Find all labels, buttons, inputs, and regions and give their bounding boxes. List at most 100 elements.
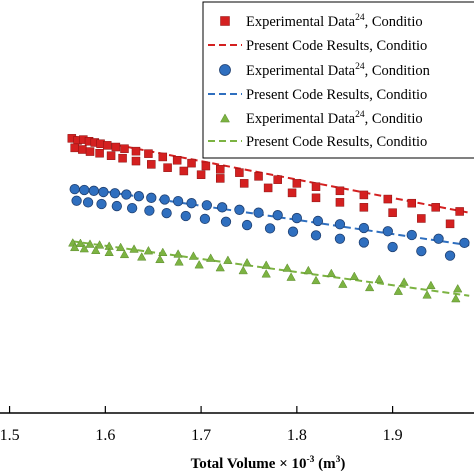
data-point <box>335 186 345 196</box>
data-point <box>69 184 80 195</box>
data-point <box>146 192 157 203</box>
data-point <box>407 198 417 208</box>
data-point <box>238 265 248 275</box>
legend-marker <box>220 113 230 123</box>
legend-entry-text: Experimental Data24, Condition <box>246 62 431 79</box>
data-point <box>310 230 322 241</box>
data-point <box>358 222 370 234</box>
data-point <box>459 237 470 248</box>
plot-area <box>67 134 470 303</box>
data-point <box>326 268 336 278</box>
data-point <box>120 144 129 153</box>
data-point <box>253 207 264 218</box>
data-point <box>201 161 211 171</box>
x-axis-title: Total Volume × 10-3 (m3) <box>191 455 346 472</box>
data-point <box>179 166 189 176</box>
data-point <box>188 251 199 260</box>
data-point <box>71 195 82 206</box>
data-point <box>311 275 321 285</box>
data-point <box>70 242 80 252</box>
data-point <box>383 194 393 204</box>
data-point <box>118 153 127 163</box>
data-point <box>334 233 346 244</box>
data-point <box>303 265 314 275</box>
data-point <box>78 145 87 154</box>
data-point <box>205 253 216 262</box>
data-point <box>453 283 463 293</box>
x-tick-label: 1.7 <box>191 427 211 444</box>
data-point <box>111 200 122 212</box>
data-point <box>158 152 168 162</box>
data-point <box>109 188 121 199</box>
data-point <box>133 191 144 202</box>
data-point <box>79 184 90 196</box>
data-point <box>364 282 375 292</box>
data-point <box>426 280 436 290</box>
data-point <box>261 269 271 278</box>
data-point <box>287 226 299 237</box>
data-point <box>312 215 324 227</box>
data-point <box>201 200 212 211</box>
data-point <box>445 219 455 229</box>
data-point <box>417 214 426 223</box>
data-point <box>186 198 197 209</box>
data-point <box>70 143 79 153</box>
data-point <box>264 223 276 234</box>
data-point <box>85 147 95 156</box>
data-point <box>144 205 155 216</box>
data-point <box>334 219 346 230</box>
data-point <box>121 189 132 200</box>
x-tick-label: 1.8 <box>287 427 307 444</box>
data-point <box>98 186 109 198</box>
data-point <box>187 158 196 168</box>
data-point <box>106 151 116 160</box>
legend-marker <box>219 64 231 76</box>
x-axis-ticks: 1.5 1.6 1.7 1.8 1.9 <box>0 406 403 444</box>
data-point <box>406 229 417 241</box>
data-point <box>126 203 138 214</box>
data-point <box>292 179 302 188</box>
data-point <box>82 197 94 208</box>
data-point <box>199 213 211 225</box>
data-point <box>239 179 249 188</box>
data-point <box>286 272 296 281</box>
data-point <box>174 257 184 266</box>
data-point <box>235 168 244 177</box>
data-point <box>196 170 206 179</box>
data-point <box>220 216 232 227</box>
data-point <box>338 279 348 288</box>
data-point <box>104 247 114 257</box>
data-point <box>147 160 156 169</box>
data-point <box>111 142 121 152</box>
data-point <box>311 182 321 191</box>
data-point <box>451 293 461 303</box>
data-point <box>115 242 126 252</box>
data-point <box>159 194 170 205</box>
data-point <box>444 250 456 261</box>
data-point <box>349 271 359 280</box>
data-point <box>388 208 397 217</box>
data-point <box>393 286 404 295</box>
data-point <box>241 219 253 231</box>
data-point <box>91 245 101 254</box>
data-point <box>272 210 283 221</box>
data-point <box>161 207 172 219</box>
data-point <box>95 148 104 158</box>
data-point <box>287 188 297 198</box>
data-point <box>358 237 370 248</box>
legend-entry-text: Present Code Results, Conditio <box>246 87 427 103</box>
legend: Experimental Data24, Conditio Present Cod… <box>202 1 474 159</box>
data-point <box>263 183 273 193</box>
data-point <box>94 240 105 249</box>
data-point <box>180 210 191 222</box>
data-point <box>144 149 153 158</box>
data-point <box>433 233 444 244</box>
data-point <box>102 141 112 150</box>
legend-entry-text: Experimental Data24, Conditio <box>246 110 423 127</box>
data-point <box>254 172 263 181</box>
data-point <box>291 212 302 224</box>
data-point <box>335 198 345 207</box>
legend-marker <box>220 16 230 26</box>
data-point <box>217 202 228 213</box>
data-point <box>88 185 99 196</box>
